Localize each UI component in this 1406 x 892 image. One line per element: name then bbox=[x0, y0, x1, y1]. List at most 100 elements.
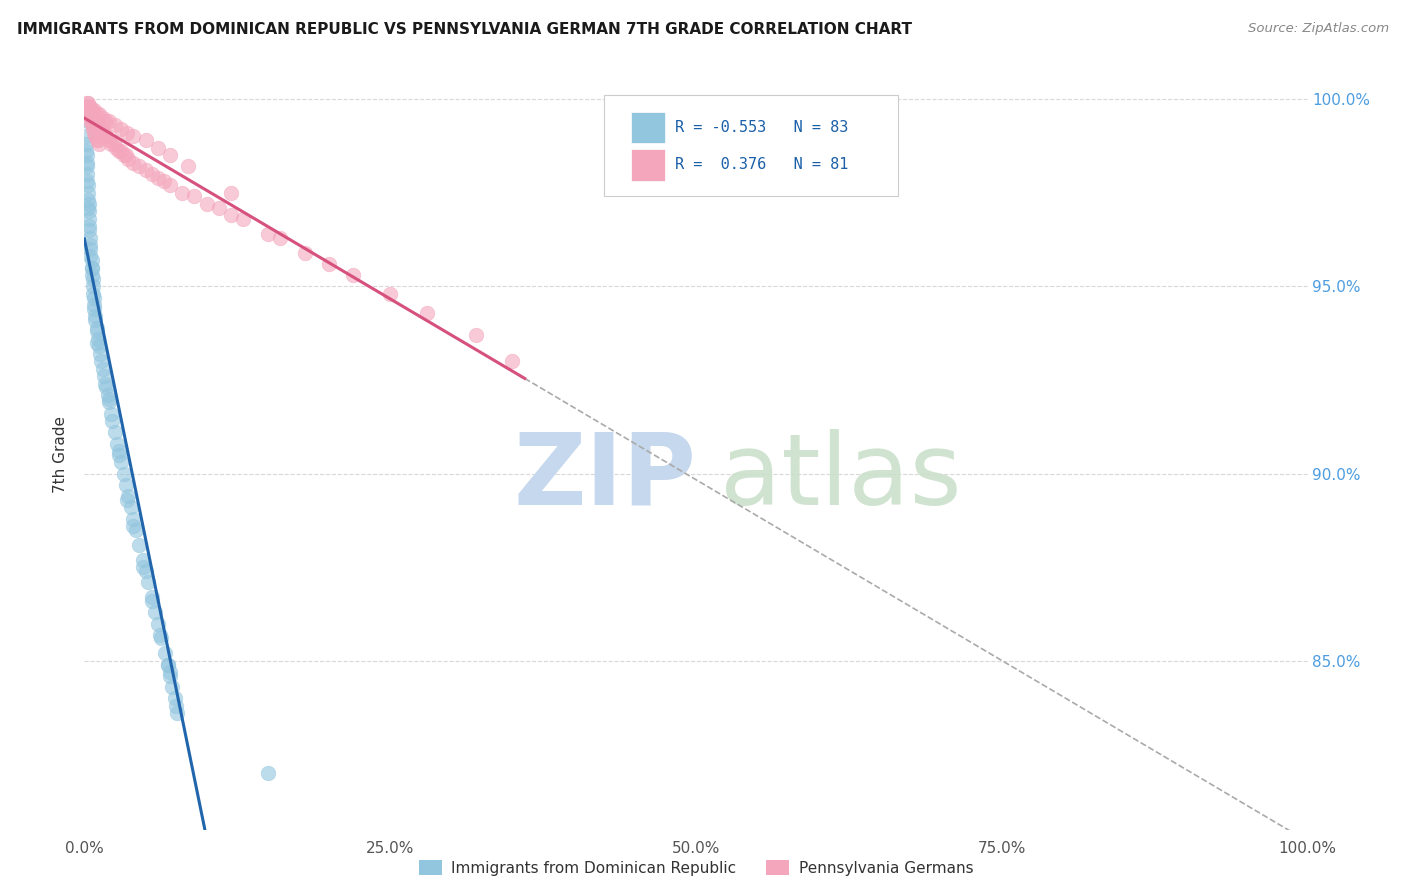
Point bbox=[77, 95, 100, 110]
Point bbox=[110, 145, 132, 159]
Point bbox=[79, 238, 101, 252]
Point bbox=[77, 114, 100, 128]
Point bbox=[153, 647, 176, 661]
Point bbox=[76, 174, 98, 188]
Text: R =  0.376   N = 81: R = 0.376 N = 81 bbox=[675, 158, 849, 172]
Point bbox=[87, 107, 110, 121]
Point bbox=[128, 160, 150, 174]
Text: atlas: atlas bbox=[720, 429, 962, 526]
Point bbox=[101, 414, 124, 428]
Point bbox=[107, 448, 129, 462]
FancyBboxPatch shape bbox=[605, 95, 898, 196]
Point bbox=[87, 118, 110, 132]
Point bbox=[115, 126, 138, 140]
Point bbox=[82, 279, 104, 293]
Point bbox=[75, 136, 97, 151]
Point bbox=[100, 136, 122, 151]
Point bbox=[89, 347, 111, 361]
Point bbox=[135, 133, 157, 147]
Point bbox=[153, 174, 176, 188]
Point bbox=[380, 286, 402, 301]
Point bbox=[110, 455, 132, 469]
Point bbox=[83, 126, 105, 140]
Point bbox=[97, 388, 120, 402]
Point bbox=[136, 575, 159, 590]
Point bbox=[257, 766, 280, 780]
Point bbox=[163, 691, 186, 706]
Point bbox=[80, 103, 103, 118]
Point bbox=[77, 103, 100, 118]
Point bbox=[91, 361, 114, 376]
FancyBboxPatch shape bbox=[631, 112, 665, 144]
Point bbox=[75, 103, 97, 118]
Point bbox=[94, 129, 117, 144]
Point bbox=[76, 155, 98, 169]
Point bbox=[93, 369, 115, 384]
Point bbox=[120, 500, 142, 515]
Point bbox=[76, 148, 98, 162]
Text: IMMIGRANTS FROM DOMINICAN REPUBLIC VS PENNSYLVANIA GERMAN 7TH GRADE CORRELATION : IMMIGRANTS FROM DOMINICAN REPUBLIC VS PE… bbox=[17, 22, 912, 37]
Point bbox=[318, 257, 340, 271]
Point bbox=[76, 167, 98, 181]
Point bbox=[84, 313, 107, 327]
Point bbox=[107, 145, 129, 159]
Point bbox=[77, 99, 100, 113]
Point bbox=[77, 178, 100, 193]
Point bbox=[87, 118, 110, 132]
Point bbox=[100, 407, 122, 421]
Point bbox=[93, 126, 115, 140]
Point bbox=[77, 111, 100, 125]
Point bbox=[294, 245, 316, 260]
Point bbox=[464, 328, 486, 343]
Point bbox=[141, 591, 163, 605]
Point bbox=[159, 178, 181, 193]
Point bbox=[97, 133, 120, 147]
Point bbox=[77, 197, 100, 211]
Point bbox=[80, 107, 103, 121]
Point bbox=[96, 129, 118, 144]
Point bbox=[342, 268, 364, 282]
Point bbox=[103, 136, 125, 151]
Point bbox=[90, 122, 112, 136]
Point bbox=[122, 155, 145, 169]
Point bbox=[87, 133, 110, 147]
Point bbox=[79, 114, 101, 128]
Point bbox=[172, 186, 194, 200]
Point bbox=[76, 99, 98, 113]
Point bbox=[86, 324, 108, 338]
Point bbox=[141, 167, 163, 181]
Point bbox=[79, 230, 101, 244]
Point bbox=[96, 114, 118, 128]
Point bbox=[82, 272, 104, 286]
Point bbox=[86, 133, 108, 147]
Point bbox=[79, 249, 101, 263]
Point bbox=[89, 122, 111, 136]
Point bbox=[219, 186, 242, 200]
Point bbox=[166, 706, 188, 721]
Point bbox=[115, 492, 138, 507]
Point bbox=[105, 141, 128, 155]
Point bbox=[416, 305, 439, 319]
Point bbox=[135, 163, 157, 178]
Point bbox=[112, 148, 135, 162]
Point bbox=[132, 553, 155, 567]
Point bbox=[208, 201, 231, 215]
Point bbox=[150, 632, 173, 646]
Point bbox=[115, 478, 138, 492]
Point bbox=[156, 657, 179, 672]
Point bbox=[80, 253, 103, 268]
Point bbox=[96, 380, 118, 394]
Point bbox=[80, 118, 103, 132]
Point bbox=[156, 657, 179, 672]
Point bbox=[162, 680, 184, 694]
Point bbox=[141, 594, 163, 608]
Point bbox=[107, 444, 129, 458]
Point bbox=[84, 129, 107, 144]
Point bbox=[125, 523, 148, 537]
Point bbox=[87, 332, 110, 346]
Point bbox=[75, 99, 97, 113]
Point bbox=[219, 208, 242, 222]
Point bbox=[128, 538, 150, 552]
Point bbox=[117, 152, 139, 166]
Point bbox=[159, 148, 181, 162]
